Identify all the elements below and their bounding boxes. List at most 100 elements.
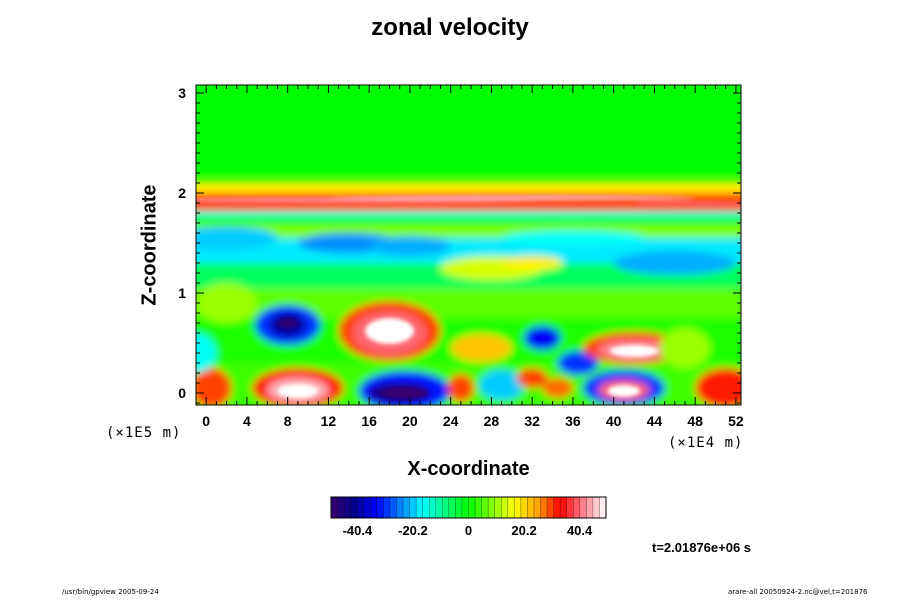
colorbar-cell (383, 497, 391, 518)
colorbar-cell (363, 497, 371, 518)
footer-right: arare-all 20050924-2.nc@vel,t=201876 (728, 588, 868, 596)
colorbar-cell (429, 497, 437, 518)
field-blob (695, 368, 741, 405)
field-blob (613, 251, 736, 275)
colorbar-cell (468, 497, 476, 518)
colorbar-cell (435, 497, 443, 518)
field-core (328, 195, 696, 201)
field-band (196, 211, 741, 219)
field-core (277, 384, 319, 398)
field-extremes (196, 195, 741, 398)
colorbar-cell (475, 497, 482, 518)
field-blob (196, 333, 217, 373)
y-tick-label: 3 (178, 85, 186, 101)
colorbar-cell (566, 497, 574, 518)
colorbar-cell (547, 497, 554, 518)
field-blob (659, 328, 711, 368)
colorbar-cell (396, 497, 404, 518)
x-tick-label: 48 (687, 413, 703, 429)
x-tick-label: 20 (402, 413, 418, 429)
colorbar-cell (514, 497, 522, 518)
colorbar-cell (461, 497, 469, 518)
footer-left: /usr/bin/gpview 2005-09-24 (62, 588, 159, 596)
plot-frame (195, 84, 742, 406)
x-tick-label: 0 (202, 413, 210, 429)
colorbar-cell (520, 497, 528, 518)
x-tick-label: 36 (565, 413, 581, 429)
colorbar-cell (357, 497, 365, 518)
colorbar-tick-label: 40.4 (567, 523, 593, 538)
colorbar-tick-label: -40.4 (343, 523, 373, 538)
field-core (277, 317, 298, 329)
y-axis-label: Z-coordinate (138, 184, 161, 306)
y-tick-label: 0 (178, 385, 186, 401)
chart-title: zonal velocity (371, 14, 529, 41)
time-label: t=2.01876e+06 s (652, 540, 752, 555)
field-blob (196, 283, 258, 323)
x-tick-label: 52 (728, 413, 744, 429)
field-blob (450, 334, 512, 362)
colorbar-tick-label: 0 (465, 523, 472, 538)
colorbar: -40.4 -20.2 0 20.2 40.4 (330, 496, 607, 538)
field-blob (447, 374, 475, 402)
colorbar-cell (416, 497, 423, 518)
colorbar-cell (331, 497, 338, 518)
heatmap-field (196, 85, 741, 405)
field-blob (501, 230, 645, 246)
colorbar-cell (533, 497, 541, 518)
field-blob (196, 368, 232, 405)
colorbar-cell (422, 497, 430, 518)
colorbar-cell (553, 497, 561, 518)
field-core (634, 201, 741, 205)
colorbar-cell (370, 497, 378, 518)
y-tick-label: 1 (178, 285, 186, 301)
colorbar-cell (481, 497, 489, 518)
colorbar-tick-label: 20.2 (511, 523, 536, 538)
x-axis-label: X-coordinate (407, 458, 530, 480)
x-tick-label: 24 (443, 413, 459, 429)
z-unit-label: (×1E5 m) (106, 425, 182, 441)
colorbar-cell (403, 497, 410, 518)
field-blob (542, 378, 573, 398)
colorbar-cell (494, 497, 502, 518)
field-band (196, 85, 741, 173)
y-tick-label: 2 (178, 185, 186, 201)
colorbar-cell (540, 497, 548, 518)
colorbar-cell (442, 497, 450, 518)
x-tick-label: 40 (606, 413, 622, 429)
field-core (382, 388, 428, 398)
field-core (609, 345, 659, 357)
colorbar-cell (560, 497, 568, 518)
field-blob (516, 368, 548, 388)
x-tick-label: 44 (647, 413, 663, 429)
colorbar-cell (507, 497, 515, 518)
colorbar-cell (599, 497, 607, 518)
colorbar-cell (448, 497, 456, 518)
x-tick-label: 16 (361, 413, 377, 429)
field-blob (369, 236, 451, 256)
field-core (607, 385, 641, 397)
colorbar-cell (527, 497, 535, 518)
field-blob (557, 351, 599, 375)
x-tick-label: 4 (243, 413, 251, 429)
colorbar-cell (409, 497, 417, 518)
colorbar-cell (344, 497, 351, 518)
colorbar-cell (579, 497, 587, 518)
colorbar-cell (337, 497, 345, 518)
field-blob (501, 256, 563, 270)
field-blob (196, 226, 278, 250)
x-tick-label: 8 (284, 413, 292, 429)
x-tick-label: 32 (524, 413, 540, 429)
colorbar-cell (389, 497, 397, 518)
x-tick-label: 12 (321, 413, 337, 429)
field-blob (479, 370, 525, 400)
colorbar-cell (350, 497, 358, 518)
field-smooth-layer (196, 85, 741, 405)
colorbar-cell (592, 497, 600, 518)
colorbar-cell (376, 497, 384, 518)
colorbar-cell (488, 497, 495, 518)
field-core (365, 318, 414, 344)
